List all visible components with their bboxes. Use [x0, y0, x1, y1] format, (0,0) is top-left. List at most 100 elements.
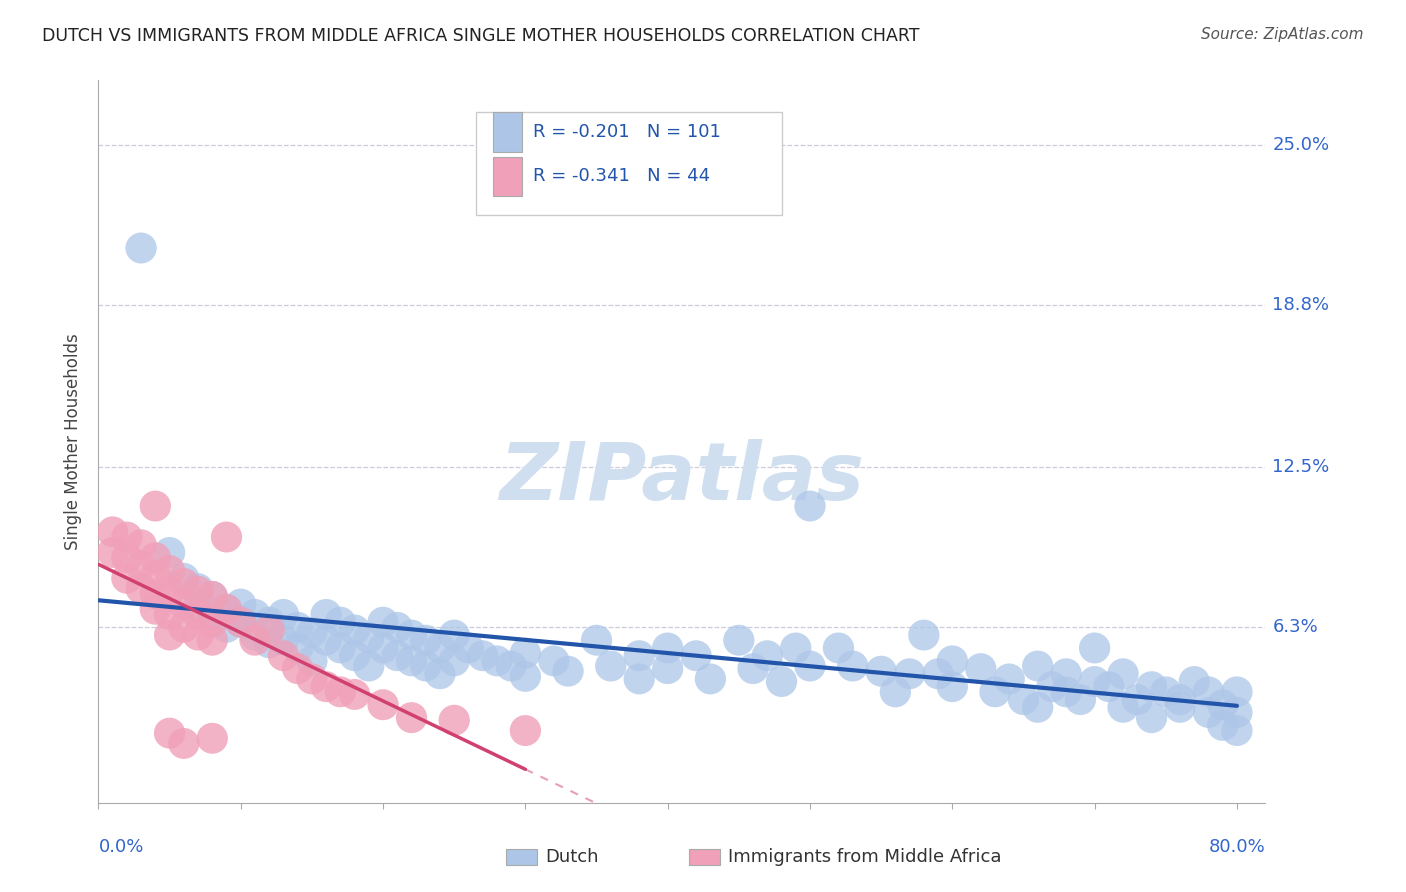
Ellipse shape	[752, 640, 783, 671]
Ellipse shape	[1094, 671, 1125, 702]
Ellipse shape	[553, 656, 583, 687]
Text: 6.3%: 6.3%	[1272, 618, 1319, 636]
Ellipse shape	[980, 676, 1011, 707]
Ellipse shape	[253, 607, 285, 638]
Ellipse shape	[125, 529, 157, 560]
Ellipse shape	[936, 671, 967, 702]
Ellipse shape	[1108, 692, 1139, 723]
Ellipse shape	[1178, 666, 1211, 697]
Ellipse shape	[1136, 671, 1167, 702]
Ellipse shape	[153, 620, 186, 650]
Ellipse shape	[153, 575, 186, 607]
Ellipse shape	[169, 563, 200, 594]
Ellipse shape	[1050, 658, 1081, 690]
Ellipse shape	[139, 560, 172, 591]
Ellipse shape	[510, 715, 541, 746]
Ellipse shape	[794, 491, 825, 522]
Ellipse shape	[1108, 658, 1139, 690]
Ellipse shape	[211, 612, 242, 643]
Ellipse shape	[225, 589, 256, 620]
Text: Source: ZipAtlas.com: Source: ZipAtlas.com	[1201, 27, 1364, 42]
Ellipse shape	[381, 612, 413, 643]
Ellipse shape	[297, 646, 328, 676]
Y-axis label: Single Mother Households: Single Mother Households	[65, 334, 83, 549]
Ellipse shape	[267, 640, 299, 671]
Ellipse shape	[439, 620, 470, 650]
Ellipse shape	[439, 705, 470, 736]
Ellipse shape	[297, 664, 328, 694]
Ellipse shape	[283, 612, 314, 643]
Ellipse shape	[139, 542, 172, 574]
Ellipse shape	[965, 653, 997, 684]
Ellipse shape	[183, 599, 214, 630]
Ellipse shape	[197, 723, 228, 754]
Ellipse shape	[183, 575, 214, 607]
Ellipse shape	[297, 617, 328, 648]
Ellipse shape	[823, 632, 853, 664]
Ellipse shape	[111, 563, 142, 594]
Ellipse shape	[197, 599, 228, 630]
Ellipse shape	[1022, 650, 1053, 681]
Ellipse shape	[169, 612, 200, 643]
Ellipse shape	[652, 653, 683, 684]
Text: Dutch: Dutch	[546, 848, 599, 866]
Text: 18.8%: 18.8%	[1272, 296, 1330, 314]
Ellipse shape	[1078, 666, 1111, 697]
Ellipse shape	[994, 664, 1025, 694]
Ellipse shape	[1050, 676, 1081, 707]
Ellipse shape	[283, 632, 314, 664]
Ellipse shape	[1222, 715, 1253, 746]
Ellipse shape	[225, 607, 256, 638]
Ellipse shape	[339, 679, 370, 710]
Ellipse shape	[1122, 684, 1153, 715]
Ellipse shape	[1222, 697, 1253, 728]
Ellipse shape	[111, 522, 142, 552]
Ellipse shape	[169, 568, 200, 599]
Text: 25.0%: 25.0%	[1272, 136, 1330, 153]
Ellipse shape	[239, 624, 270, 656]
Ellipse shape	[837, 650, 869, 681]
Ellipse shape	[183, 620, 214, 650]
Ellipse shape	[367, 632, 399, 664]
Ellipse shape	[766, 666, 797, 697]
Ellipse shape	[353, 650, 384, 681]
Ellipse shape	[353, 623, 384, 653]
Ellipse shape	[411, 624, 441, 656]
Ellipse shape	[197, 581, 228, 612]
Ellipse shape	[253, 615, 285, 646]
Ellipse shape	[723, 624, 755, 656]
Ellipse shape	[922, 658, 953, 690]
Ellipse shape	[396, 702, 427, 733]
Ellipse shape	[211, 594, 242, 624]
Ellipse shape	[197, 624, 228, 656]
Ellipse shape	[780, 632, 811, 664]
Ellipse shape	[1022, 692, 1053, 723]
Ellipse shape	[1008, 684, 1039, 715]
Text: 12.5%: 12.5%	[1272, 458, 1330, 476]
Ellipse shape	[624, 664, 655, 694]
Ellipse shape	[169, 728, 200, 759]
Ellipse shape	[97, 537, 128, 568]
Ellipse shape	[139, 491, 172, 522]
Ellipse shape	[695, 664, 725, 694]
Ellipse shape	[153, 555, 186, 586]
Ellipse shape	[481, 646, 513, 676]
Ellipse shape	[624, 640, 655, 671]
Ellipse shape	[139, 578, 172, 609]
Ellipse shape	[381, 640, 413, 671]
Ellipse shape	[495, 650, 527, 681]
Ellipse shape	[439, 646, 470, 676]
Ellipse shape	[125, 574, 157, 604]
Ellipse shape	[111, 542, 142, 574]
Ellipse shape	[396, 620, 427, 650]
Ellipse shape	[1064, 684, 1097, 715]
Ellipse shape	[325, 676, 356, 707]
Ellipse shape	[211, 594, 242, 624]
Ellipse shape	[595, 650, 627, 681]
Ellipse shape	[1136, 702, 1167, 733]
Ellipse shape	[225, 607, 256, 638]
Ellipse shape	[1036, 671, 1067, 702]
Ellipse shape	[411, 650, 441, 681]
Ellipse shape	[183, 591, 214, 623]
Ellipse shape	[153, 718, 186, 748]
